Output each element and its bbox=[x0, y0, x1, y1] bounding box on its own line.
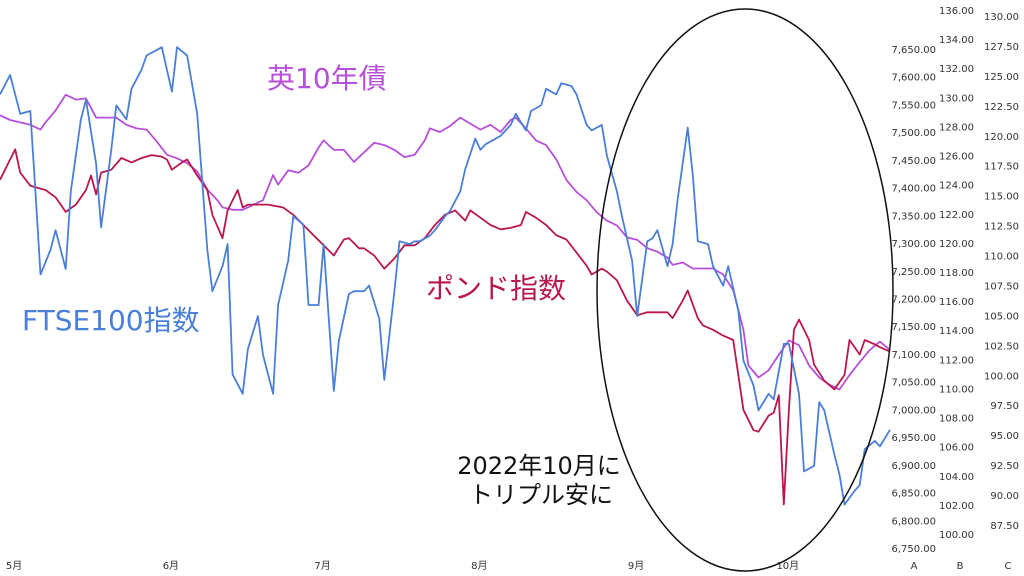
y-tick-label: 97.50 bbox=[990, 401, 1019, 412]
y-tick-label: 6,750.00 bbox=[891, 544, 936, 555]
y-tick-label: 107.50 bbox=[984, 281, 1019, 292]
y-tick-label: 120.00 bbox=[984, 132, 1019, 143]
y-tick-label: 90.00 bbox=[990, 491, 1019, 502]
x-tick-label: 5月 bbox=[6, 560, 22, 572]
y-tick-label: 7,400.00 bbox=[891, 184, 936, 195]
y-tick-label: 112.00 bbox=[939, 355, 974, 366]
y-tick-label: 134.00 bbox=[939, 35, 974, 46]
y-tick-label: 6,950.00 bbox=[891, 433, 936, 444]
series-line bbox=[0, 46, 891, 506]
y-tick-label: 132.00 bbox=[939, 64, 974, 75]
x-tick-label: 8月 bbox=[471, 560, 487, 572]
highlight-ellipse bbox=[596, 8, 894, 572]
y-tick-label: 128.00 bbox=[939, 122, 974, 133]
series-label: FTSE100指数 bbox=[22, 304, 200, 337]
y-tick-label: 7,250.00 bbox=[891, 267, 936, 278]
y-tick-label: 6,900.00 bbox=[891, 461, 936, 472]
y-tick-label: 95.00 bbox=[990, 431, 1019, 442]
series-line bbox=[0, 93, 891, 391]
y-tick-label: 7,300.00 bbox=[891, 239, 936, 250]
y-tick-label: 110.00 bbox=[984, 252, 1019, 263]
axis-name: C bbox=[1005, 561, 1012, 572]
y-tick-label: 122.00 bbox=[939, 210, 974, 221]
y-tick-label: 125.00 bbox=[984, 72, 1019, 83]
y-tick-label: 7,650.00 bbox=[891, 45, 936, 56]
axis-name: B bbox=[957, 561, 964, 572]
y-tick-label: 7,450.00 bbox=[891, 156, 936, 167]
y-tick-label: 6,800.00 bbox=[891, 516, 936, 527]
y-tick-label: 130.00 bbox=[984, 12, 1019, 23]
y-tick-label: 7,350.00 bbox=[891, 211, 936, 222]
y-tick-label: 7,050.00 bbox=[891, 378, 936, 389]
y-tick-label: 124.00 bbox=[939, 181, 974, 192]
y-tick-label: 100.00 bbox=[984, 371, 1019, 382]
y-tick-label: 7,000.00 bbox=[891, 405, 936, 416]
y-tick-label: 114.00 bbox=[939, 326, 974, 337]
y-tick-label: 108.00 bbox=[939, 414, 974, 425]
y-tick-label: 102.50 bbox=[984, 341, 1019, 352]
y-tick-label: 7,150.00 bbox=[891, 322, 936, 333]
y-tick-label: 116.00 bbox=[939, 297, 974, 308]
y-tick-label: 7,600.00 bbox=[891, 73, 936, 84]
plot bbox=[0, 46, 891, 506]
y-tick-label: 130.00 bbox=[939, 93, 974, 104]
y-tick-label: 136.00 bbox=[939, 6, 974, 17]
x-tick-label: 6月 bbox=[163, 560, 179, 572]
y-tick-label: 120.00 bbox=[939, 239, 974, 250]
axis-name: A bbox=[911, 561, 918, 572]
y-tick-label: 106.00 bbox=[939, 443, 974, 454]
y-tick-label: 104.00 bbox=[939, 472, 974, 483]
series-label: 英10年債 bbox=[267, 62, 387, 95]
series-label: ポンド指数 bbox=[426, 272, 566, 305]
y-tick-label: 105.00 bbox=[984, 311, 1019, 322]
y-tick-label: 127.50 bbox=[984, 42, 1019, 53]
annotation: 2022年10月に bbox=[457, 452, 621, 480]
y-tick-label: 87.50 bbox=[990, 521, 1019, 532]
y-tick-label: 126.00 bbox=[939, 152, 974, 163]
y-tick-label: 92.50 bbox=[990, 461, 1019, 472]
x-tick-label: 9月 bbox=[628, 560, 644, 572]
y-tick-label: 115.00 bbox=[984, 192, 1019, 203]
y-tick-label: 110.00 bbox=[939, 384, 974, 395]
y-tick-label: 122.50 bbox=[984, 102, 1019, 113]
x-tick-label: 10月 bbox=[776, 560, 799, 572]
y-tick-label: 112.50 bbox=[984, 222, 1019, 233]
x-tick-label: 7月 bbox=[314, 560, 330, 572]
y-tick-label: 6,850.00 bbox=[891, 489, 936, 500]
y-tick-label: 7,500.00 bbox=[891, 128, 936, 139]
y-tick-label: 7,200.00 bbox=[891, 295, 936, 306]
y-tick-label: 7,100.00 bbox=[891, 350, 936, 361]
y-tick-label: 117.50 bbox=[984, 162, 1019, 173]
y-tick-label: 100.00 bbox=[939, 530, 974, 541]
y-tick-label: 118.00 bbox=[939, 268, 974, 279]
y-tick-label: 102.00 bbox=[939, 501, 974, 512]
annotation: トリプル安に bbox=[469, 481, 613, 509]
y-tick-label: 7,550.00 bbox=[891, 100, 936, 111]
series-line bbox=[0, 148, 891, 506]
